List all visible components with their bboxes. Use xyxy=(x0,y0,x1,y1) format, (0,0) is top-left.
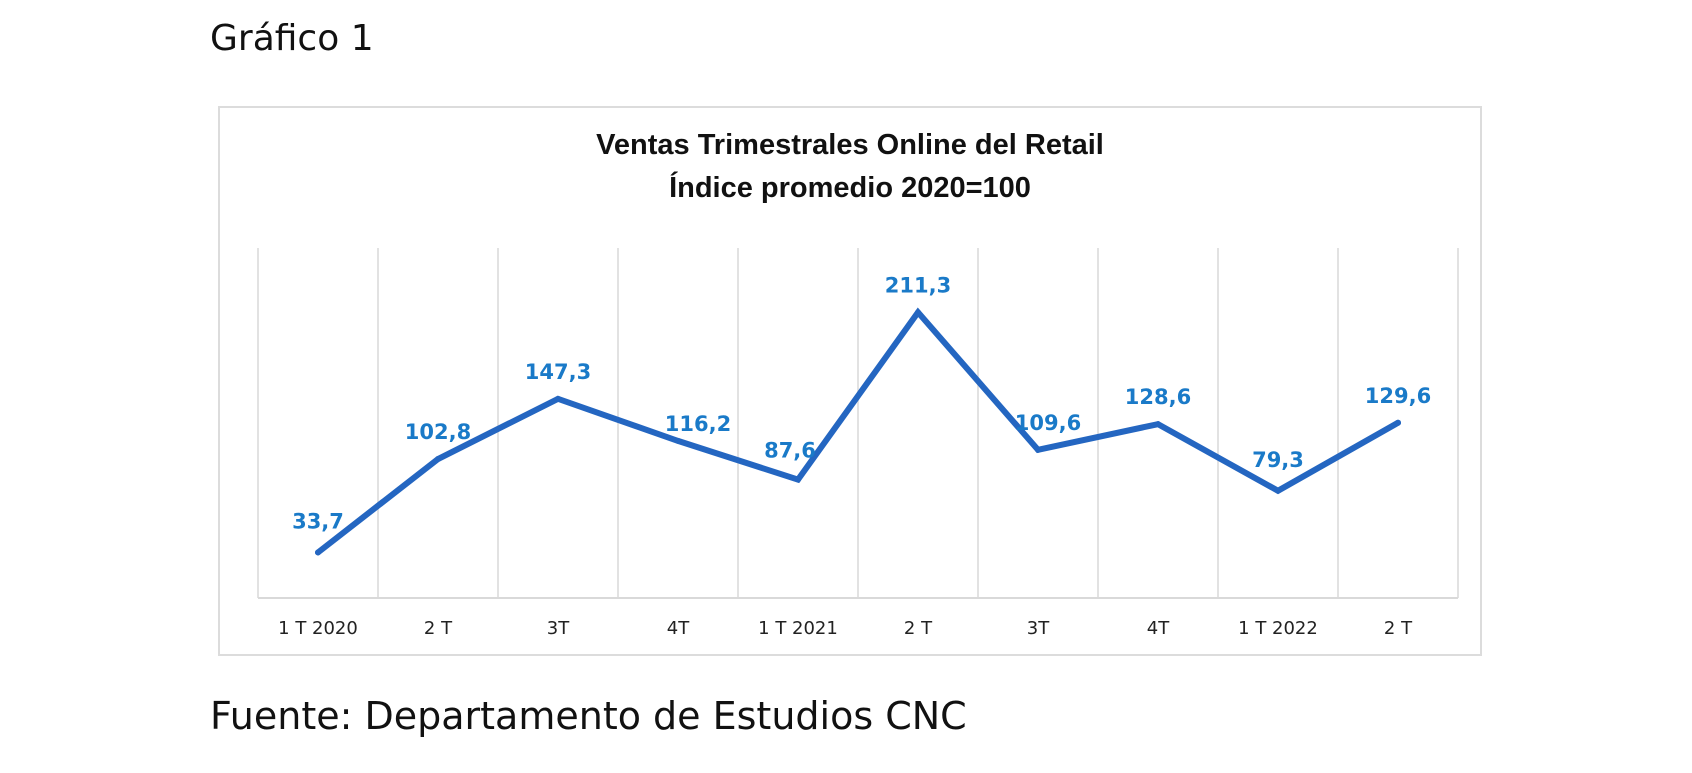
data-point xyxy=(1395,419,1401,426)
data-point xyxy=(1275,487,1281,494)
data-point xyxy=(315,549,321,556)
series-line-layer xyxy=(315,307,1401,556)
data-label: 211,3 xyxy=(885,273,951,297)
data-label: 87,6 xyxy=(764,439,816,463)
x-tick-label: 4T xyxy=(667,618,690,639)
data-point xyxy=(915,309,921,316)
data-point xyxy=(555,395,561,402)
data-label: 109,6 xyxy=(1015,411,1081,435)
x-tick-label: 3T xyxy=(547,618,570,639)
data-label: 129,6 xyxy=(1365,384,1431,408)
x-tick-label: 3T xyxy=(1027,618,1050,639)
x-tick-label: 2 T xyxy=(904,618,933,639)
x-tick-label: 1 T 2020 xyxy=(278,618,358,639)
data-label: 33,7 xyxy=(292,509,344,533)
x-tick-label: 2 T xyxy=(424,618,453,639)
x-tick-label: 4T xyxy=(1147,618,1170,639)
x-tick-label: 1 T 2021 xyxy=(758,618,838,639)
data-label: 147,3 xyxy=(525,360,591,384)
x-tick-label: 2 T xyxy=(1384,618,1413,639)
data-point xyxy=(795,476,801,483)
data-labels: 33,7 102,8 147,3 116,2 87,6 211,3 109,6 128,6 79… xyxy=(292,273,1431,533)
series-line xyxy=(315,307,1401,556)
data-point xyxy=(435,456,441,463)
data-point xyxy=(675,437,681,444)
data-label: 128,6 xyxy=(1125,385,1191,409)
data-label: 116,2 xyxy=(665,412,731,436)
figure-caption: Gráfico 1 xyxy=(210,18,374,59)
x-tick-label: 1 T 2022 xyxy=(1238,618,1318,639)
data-label: 79,3 xyxy=(1252,448,1304,472)
data-point xyxy=(1155,421,1161,428)
x-axis-ticks: 1 T 2020 2 T 3T 4T 1 T 2021 2 T 3T 4T 1 T 2022 2 … xyxy=(278,618,1413,639)
chart-title: Ventas Trimestrales Online del Retail xyxy=(596,129,1104,161)
data-point xyxy=(1035,446,1041,453)
data-label: 102,8 xyxy=(405,420,471,444)
line-chart: Ventas Trimestrales Online del Retail Ín… xyxy=(257,129,1459,639)
chart-subtitle: Índice promedio 2020=100 xyxy=(669,170,1031,204)
chart-frame: Ventas Trimestrales Online del Retail Ín… xyxy=(218,106,1482,656)
gridlines xyxy=(257,248,1459,599)
source-note: Fuente: Departamento de Estudios CNC xyxy=(210,694,967,738)
